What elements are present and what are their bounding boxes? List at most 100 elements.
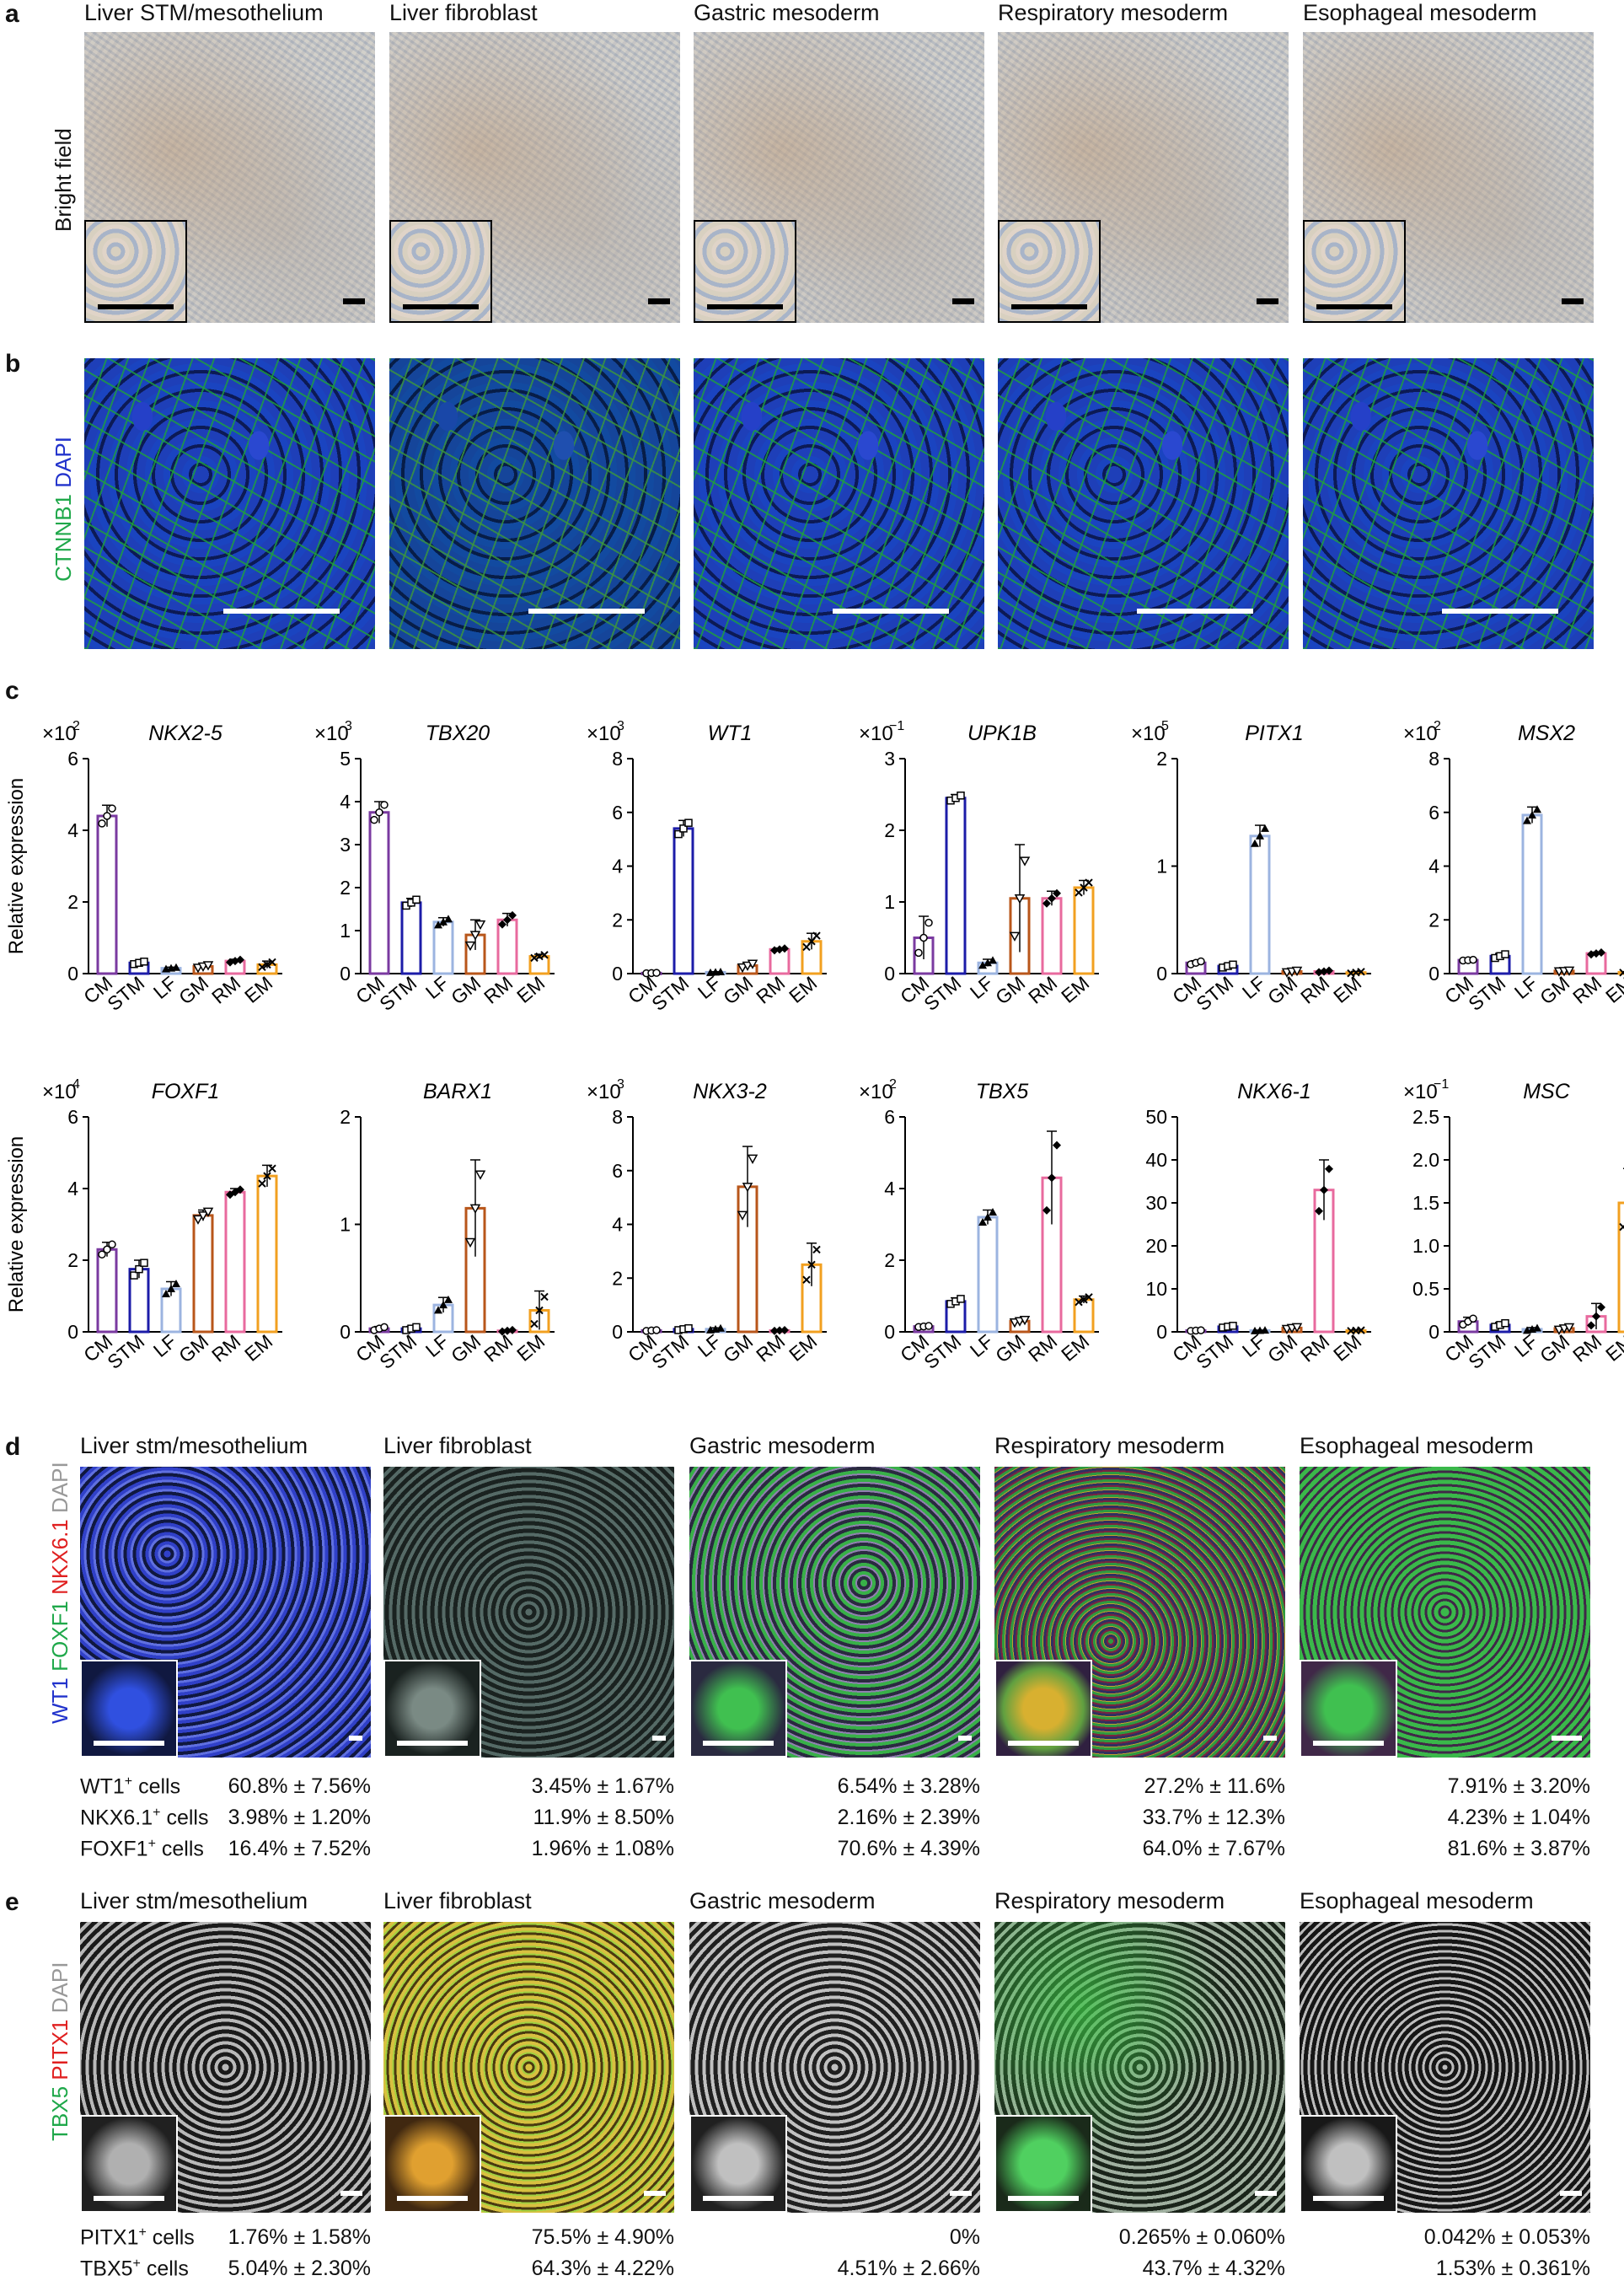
chart-6-point	[162, 1289, 170, 1297]
chart-1-xlabel-EM: EM	[512, 972, 549, 1007]
chart-6-point	[263, 1172, 271, 1180]
chart-6-point	[130, 1271, 138, 1280]
chart-0-xlabel-GM: GM	[174, 972, 212, 1009]
chart-2-xlabel-GM: GM	[719, 972, 757, 1009]
chart-3-multiplier: ×10	[859, 722, 893, 745]
chart-4-ytick-label: 0	[1156, 963, 1167, 985]
chart-6-point	[202, 1207, 214, 1217]
chart-0-ytick-label: 2	[67, 891, 78, 913]
chart-2-xlabel-STM: STM	[647, 972, 693, 1015]
chart-10-title: NKX6-1	[1237, 1080, 1311, 1103]
chart-8-xlabel-RM: RM	[752, 1330, 789, 1366]
chart-5-title: MSX2	[1518, 722, 1575, 745]
chart-2-point	[684, 818, 693, 827]
chart-6-point	[268, 1164, 276, 1173]
chart-4-xlabel-RM: RM	[1296, 972, 1333, 1008]
chart-3-point	[978, 961, 987, 969]
chart-3-bar-EM	[1073, 886, 1095, 975]
chart-3-point	[1014, 894, 1026, 904]
chart-8-point	[812, 1245, 821, 1254]
chart-0-point	[236, 955, 244, 964]
chart-6-point	[192, 1215, 204, 1225]
chart-3-bar-STM	[945, 797, 967, 975]
chart-8-point	[716, 1323, 725, 1332]
chart-11-point	[1469, 1314, 1477, 1323]
e-title-3: Gastric mesoderm	[689, 1888, 876, 1913]
chart-9-point	[1085, 1293, 1093, 1302]
chart-11-xlabel-EM: EM	[1601, 1330, 1624, 1366]
e-row-label: TBX5 PITX1 DAPI	[47, 1962, 73, 2141]
chart-9-xlabel-LF: LF	[966, 1330, 997, 1361]
chart-4-title: PITX1	[1245, 722, 1303, 745]
chart-3-exponent: −1	[889, 719, 904, 733]
chart-7-point	[530, 1319, 539, 1328]
chart-5-point	[1619, 970, 1624, 977]
chart-11-ytick-label: 1.5	[1412, 1192, 1439, 1214]
chart-11-bar-EM	[1617, 1201, 1624, 1334]
chart-2-point	[812, 931, 821, 940]
chart-8-ytick-label: 6	[612, 1160, 623, 1182]
chart-9-point	[1053, 1140, 1061, 1150]
estats-value-1-1: 64.3% ± 4.22%	[531, 2257, 674, 2280]
chart-0-bar-CM	[96, 814, 118, 975]
chart-10-ytick-label: 0	[1156, 1321, 1167, 1343]
chart-8-exponent: 3	[617, 1077, 624, 1092]
foxf1-label: FOXF1	[47, 1601, 72, 1672]
chart-6-point	[108, 1240, 116, 1249]
nkx61-label: NKX6.1	[47, 1519, 72, 1595]
chart-9-point	[957, 1295, 965, 1303]
chart-2-ytick-label: 8	[612, 748, 623, 770]
chart-10-ytick-label: 40	[1145, 1149, 1167, 1171]
d-image-1	[80, 1467, 371, 1758]
chart-4-point	[1315, 968, 1323, 977]
chart-1-point	[508, 910, 517, 920]
chart-6-point	[167, 1285, 175, 1292]
chart-3-point	[984, 958, 992, 967]
tbx5-label: TBX5	[47, 2085, 72, 2141]
chart-10-point	[1325, 1164, 1333, 1173]
chart-0-point	[202, 961, 214, 971]
d-image-2	[383, 1467, 674, 1758]
chart-6-bar-GM	[192, 1214, 214, 1334]
chart-1-point	[540, 951, 549, 959]
chart-7-point	[412, 1323, 421, 1332]
chart-3-ytick-label: 3	[884, 748, 895, 770]
chart-8-point	[652, 1326, 661, 1334]
chart-4-point	[1261, 824, 1269, 832]
chart-5-ytick-label: 8	[1428, 748, 1439, 770]
chart-1-ytick-label: 0	[340, 963, 351, 985]
chart-3-point	[1019, 856, 1031, 867]
brightfield-image-3	[694, 32, 984, 323]
chart-9-exponent: 2	[889, 1077, 897, 1092]
panel-letter-c: c	[5, 677, 19, 705]
chart-10-point	[1315, 1206, 1323, 1216]
chart-4-point	[1325, 966, 1333, 975]
dstats-value-2-3: 64.0% ± 7.67%	[1142, 1837, 1285, 1860]
chart-1-point	[444, 915, 453, 923]
chart-5-xlabel-RM: RM	[1568, 972, 1605, 1008]
estats-value-0-4: 0.042% ± 0.053%	[1423, 2225, 1590, 2249]
chart-0-xlabel-EM: EM	[240, 972, 276, 1007]
chart-6-ytick-label: 4	[67, 1178, 78, 1200]
chart-3-point	[957, 792, 965, 800]
chart-1-ytick-label: 5	[340, 748, 351, 770]
chart-6-point	[103, 1245, 111, 1253]
chart-5-xlabel-EM: EM	[1601, 972, 1624, 1007]
chart-6-point	[172, 1280, 180, 1288]
e-title-4: Respiratory mesoderm	[994, 1888, 1225, 1913]
chart-0-point	[263, 960, 271, 969]
chart-11-point	[1533, 1323, 1541, 1332]
chart-10-ytick-label: 30	[1145, 1192, 1167, 1214]
chart-8-ytick-label: 2	[612, 1267, 623, 1289]
chart-2-xlabel-RM: RM	[752, 972, 789, 1008]
chart-0-xlabel-LF: LF	[149, 972, 180, 1003]
d-title-4: Respiratory mesoderm	[994, 1433, 1225, 1458]
chart-4-xlabel-LF: LF	[1238, 972, 1269, 1003]
chart-1-bar-LF	[432, 920, 454, 975]
brightfield-image-1	[84, 32, 375, 323]
chart-7-point	[464, 1237, 476, 1248]
chart-7-point	[508, 1325, 517, 1334]
chart-5-ytick-label: 6	[1428, 802, 1439, 824]
estats-value-0-0: 1.76% ± 1.58%	[228, 2225, 371, 2249]
chart-9-xlabel-EM: EM	[1057, 1330, 1093, 1366]
